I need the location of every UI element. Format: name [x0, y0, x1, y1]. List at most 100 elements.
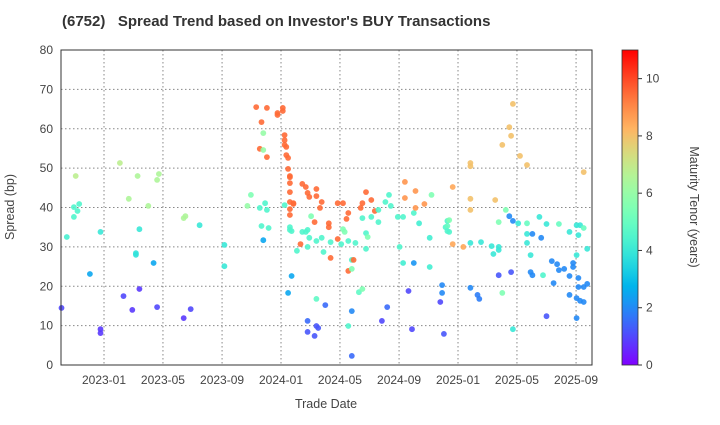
data-point	[359, 286, 366, 292]
data-point	[506, 213, 513, 220]
data-point	[517, 153, 523, 159]
data-point	[317, 205, 323, 211]
data-point	[506, 124, 513, 131]
data-point	[428, 192, 435, 198]
data-point	[394, 214, 401, 220]
data-point	[313, 186, 320, 192]
data-point	[129, 307, 136, 313]
data-point	[508, 132, 514, 139]
x-tick-label: 2025-09	[554, 373, 598, 387]
colorbar-gradient	[621, 49, 639, 366]
data-point	[402, 195, 408, 201]
data-point	[260, 237, 267, 244]
data-point	[529, 272, 536, 279]
data-point	[467, 195, 474, 202]
colorbar-ticks: 0 2 4 6 8 10	[638, 72, 660, 372]
data-point	[322, 302, 329, 308]
data-point	[281, 137, 288, 144]
data-point	[580, 169, 587, 176]
data-point	[348, 266, 355, 272]
data-point	[446, 229, 453, 235]
data-point	[441, 331, 447, 337]
data-point	[382, 199, 389, 205]
data-point	[154, 304, 161, 310]
data-point	[439, 290, 445, 296]
data-point	[352, 240, 359, 246]
data-point	[499, 290, 506, 296]
data-point	[402, 179, 408, 185]
data-point	[357, 205, 364, 211]
colorbar-tick-label: 10	[646, 72, 660, 86]
data-point	[543, 221, 550, 227]
data-point	[244, 203, 251, 209]
data-point	[274, 112, 281, 118]
data-point	[556, 221, 562, 227]
data-point	[262, 200, 268, 207]
data-point	[304, 318, 311, 324]
data-point	[287, 174, 293, 181]
data-point	[156, 171, 162, 177]
data-point	[359, 200, 366, 207]
data-point	[136, 226, 143, 233]
data-point	[260, 147, 267, 153]
data-point	[281, 132, 288, 139]
data-point	[409, 326, 415, 333]
y-axis-label: Spread (bp)	[3, 174, 17, 240]
data-point	[386, 192, 392, 198]
y-tick-label: 70	[40, 82, 54, 96]
y-tick-label: 40	[40, 201, 54, 215]
data-point	[467, 284, 474, 291]
data-point	[573, 315, 580, 321]
data-point	[350, 257, 357, 263]
colorbar-label: Maturity Tenor (years)	[687, 146, 701, 267]
data-point	[556, 267, 562, 273]
data-point	[297, 241, 304, 248]
data-point	[426, 234, 433, 241]
data-point	[125, 195, 132, 202]
data-point	[449, 241, 456, 248]
data-point	[313, 193, 320, 200]
data-point	[510, 101, 516, 107]
data-point	[306, 234, 313, 241]
data-point	[302, 184, 309, 190]
data-point	[364, 234, 371, 240]
data-point	[446, 217, 453, 224]
colorbar-tick-label: 4	[646, 243, 653, 257]
data-point	[490, 251, 497, 257]
data-point	[306, 194, 313, 200]
data-point	[117, 160, 123, 166]
data-point	[368, 214, 375, 220]
data-point	[76, 201, 83, 207]
x-tick-label: 2023-09	[200, 373, 244, 387]
data-point	[575, 284, 582, 290]
data-point	[304, 227, 311, 233]
y-axis-ticks: 0 10 20 30 40 50 60 70 80	[40, 43, 54, 372]
data-point	[308, 213, 314, 220]
data-point	[334, 236, 341, 242]
data-point	[97, 330, 104, 336]
data-point	[426, 264, 433, 270]
x-tick-label: 2025-01	[436, 373, 480, 387]
data-point	[304, 329, 311, 335]
y-tick-label: 10	[40, 319, 54, 333]
data-point	[375, 219, 382, 226]
data-point	[492, 197, 499, 203]
data-point	[71, 204, 77, 211]
data-point	[145, 203, 152, 209]
data-point	[396, 244, 403, 250]
chart-title: (6752) Spread Trend based on Investor's …	[62, 13, 490, 30]
data-point	[527, 252, 534, 258]
colorbar: 0 2 4 6 8 10 Maturity Tenor (years)	[621, 49, 701, 372]
data-point	[410, 210, 417, 216]
data-point	[495, 247, 502, 253]
data-point	[283, 144, 290, 150]
data-point	[182, 213, 189, 220]
data-point	[575, 275, 582, 281]
data-point	[478, 239, 484, 246]
data-point	[318, 199, 325, 205]
y-tick-label: 20	[40, 279, 54, 293]
data-point	[287, 180, 293, 187]
x-axis-label: Trade Date	[295, 397, 357, 411]
data-point	[548, 258, 555, 264]
data-point	[287, 206, 293, 213]
